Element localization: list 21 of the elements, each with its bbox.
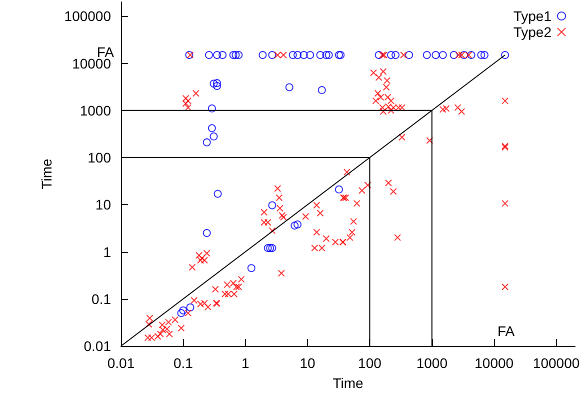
y-tick-label: 100000 [64, 8, 112, 24]
y-tick-label: 1 [103, 244, 112, 260]
y-tick-label: 1000 [80, 102, 112, 118]
x-tick-label: 1 [241, 355, 250, 371]
y-tick-label: 0.01 [84, 338, 112, 354]
text: FA [96, 44, 115, 60]
x-axis-title: Time [332, 375, 364, 391]
x-tick-label: 100000 [532, 355, 580, 371]
x-tick-label: 10000 [474, 355, 514, 371]
x-tick-label: 1000 [416, 355, 448, 371]
y-tick-label: 100 [88, 150, 112, 166]
y-tick-label: 10 [95, 196, 112, 213]
legend-label: Type1 [513, 8, 552, 24]
y-tick-label: 0.1 [92, 290, 112, 307]
annotation: FA [497, 323, 516, 339]
y-axis-title: Time [38, 158, 54, 190]
x-tick-label: 100 [358, 355, 382, 371]
x-tick-label: 0.01 [107, 355, 135, 371]
legend-label: Type2 [513, 24, 552, 40]
x-tick-label: 10 [300, 355, 316, 371]
x-tick-label: 0.1 [173, 355, 194, 371]
